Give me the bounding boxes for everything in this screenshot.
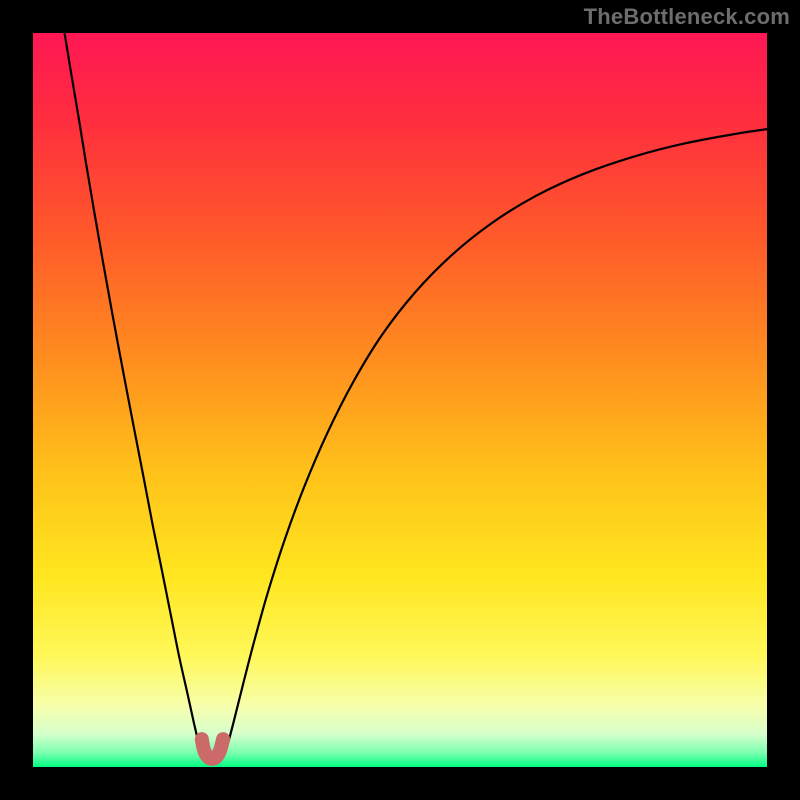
bottleneck-chart bbox=[0, 0, 800, 800]
chart-container: TheBottleneck.com bbox=[0, 0, 800, 800]
watermark-text: TheBottleneck.com bbox=[584, 4, 790, 30]
plot-panel bbox=[33, 33, 767, 767]
